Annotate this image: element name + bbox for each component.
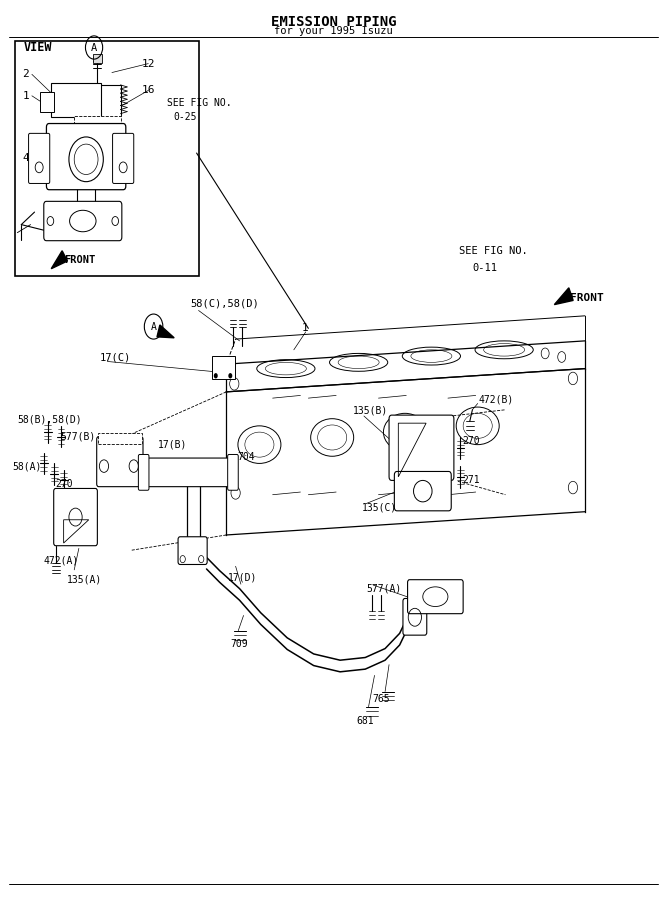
Text: 2: 2 xyxy=(23,69,29,79)
FancyBboxPatch shape xyxy=(178,536,207,564)
FancyBboxPatch shape xyxy=(29,133,50,184)
Text: VIEW: VIEW xyxy=(24,41,53,54)
Text: 17(A): 17(A) xyxy=(436,583,466,594)
Text: 709: 709 xyxy=(230,639,248,649)
Text: 1: 1 xyxy=(23,91,29,101)
Text: 58(B),58(D): 58(B),58(D) xyxy=(17,415,82,425)
Text: 17(D): 17(D) xyxy=(227,573,257,583)
FancyBboxPatch shape xyxy=(40,92,55,112)
Text: 17(B): 17(B) xyxy=(158,439,187,450)
FancyBboxPatch shape xyxy=(213,356,235,379)
FancyBboxPatch shape xyxy=(403,598,427,635)
Bar xyxy=(15,41,199,275)
Text: 271: 271 xyxy=(462,474,480,484)
Text: 0-25: 0-25 xyxy=(173,112,197,122)
Circle shape xyxy=(228,374,232,378)
Text: 16: 16 xyxy=(141,86,155,95)
Text: 58(C),58(D): 58(C),58(D) xyxy=(190,298,259,309)
FancyBboxPatch shape xyxy=(98,433,141,444)
FancyBboxPatch shape xyxy=(54,489,97,545)
Text: 1: 1 xyxy=(301,323,309,333)
Text: 4: 4 xyxy=(23,153,29,164)
FancyBboxPatch shape xyxy=(51,84,101,117)
FancyBboxPatch shape xyxy=(73,116,121,127)
FancyBboxPatch shape xyxy=(93,54,102,63)
Text: for your 1995 Isuzu: for your 1995 Isuzu xyxy=(274,26,393,36)
Text: 17(C): 17(C) xyxy=(99,353,131,363)
Polygon shape xyxy=(157,325,174,338)
Text: 135(B): 135(B) xyxy=(354,406,389,416)
Text: 135(A): 135(A) xyxy=(67,575,102,585)
FancyBboxPatch shape xyxy=(394,472,452,511)
Polygon shape xyxy=(51,251,67,269)
Text: 270: 270 xyxy=(55,479,73,489)
Text: A: A xyxy=(151,321,157,331)
FancyBboxPatch shape xyxy=(97,436,143,487)
Text: 577(B): 577(B) xyxy=(60,432,95,442)
Text: A: A xyxy=(91,42,97,52)
Text: 12: 12 xyxy=(141,58,155,68)
Text: 577(A): 577(A) xyxy=(367,583,402,594)
FancyBboxPatch shape xyxy=(389,415,454,481)
Text: 58(A): 58(A) xyxy=(13,461,42,471)
Text: 270: 270 xyxy=(462,436,480,446)
Polygon shape xyxy=(554,288,573,304)
FancyBboxPatch shape xyxy=(138,454,149,490)
Text: FRONT: FRONT xyxy=(64,256,95,266)
Text: SEE FIG NO.: SEE FIG NO. xyxy=(167,98,231,108)
Text: 704: 704 xyxy=(237,452,255,463)
FancyBboxPatch shape xyxy=(142,458,237,487)
FancyBboxPatch shape xyxy=(113,133,134,184)
FancyBboxPatch shape xyxy=(408,580,463,614)
FancyBboxPatch shape xyxy=(47,123,126,190)
Text: 0-11: 0-11 xyxy=(472,263,498,273)
Text: 681: 681 xyxy=(357,716,374,726)
Text: 135(C): 135(C) xyxy=(362,502,397,512)
Text: 765: 765 xyxy=(372,694,390,704)
Text: EMISSION PIPING: EMISSION PIPING xyxy=(271,14,396,29)
FancyBboxPatch shape xyxy=(227,454,238,490)
Text: FRONT: FRONT xyxy=(570,292,604,303)
FancyBboxPatch shape xyxy=(44,202,122,240)
Circle shape xyxy=(214,374,217,378)
Text: 472(A): 472(A) xyxy=(44,555,79,565)
Text: SEE FIG NO.: SEE FIG NO. xyxy=(459,247,528,256)
Text: 472(B): 472(B) xyxy=(478,394,514,404)
